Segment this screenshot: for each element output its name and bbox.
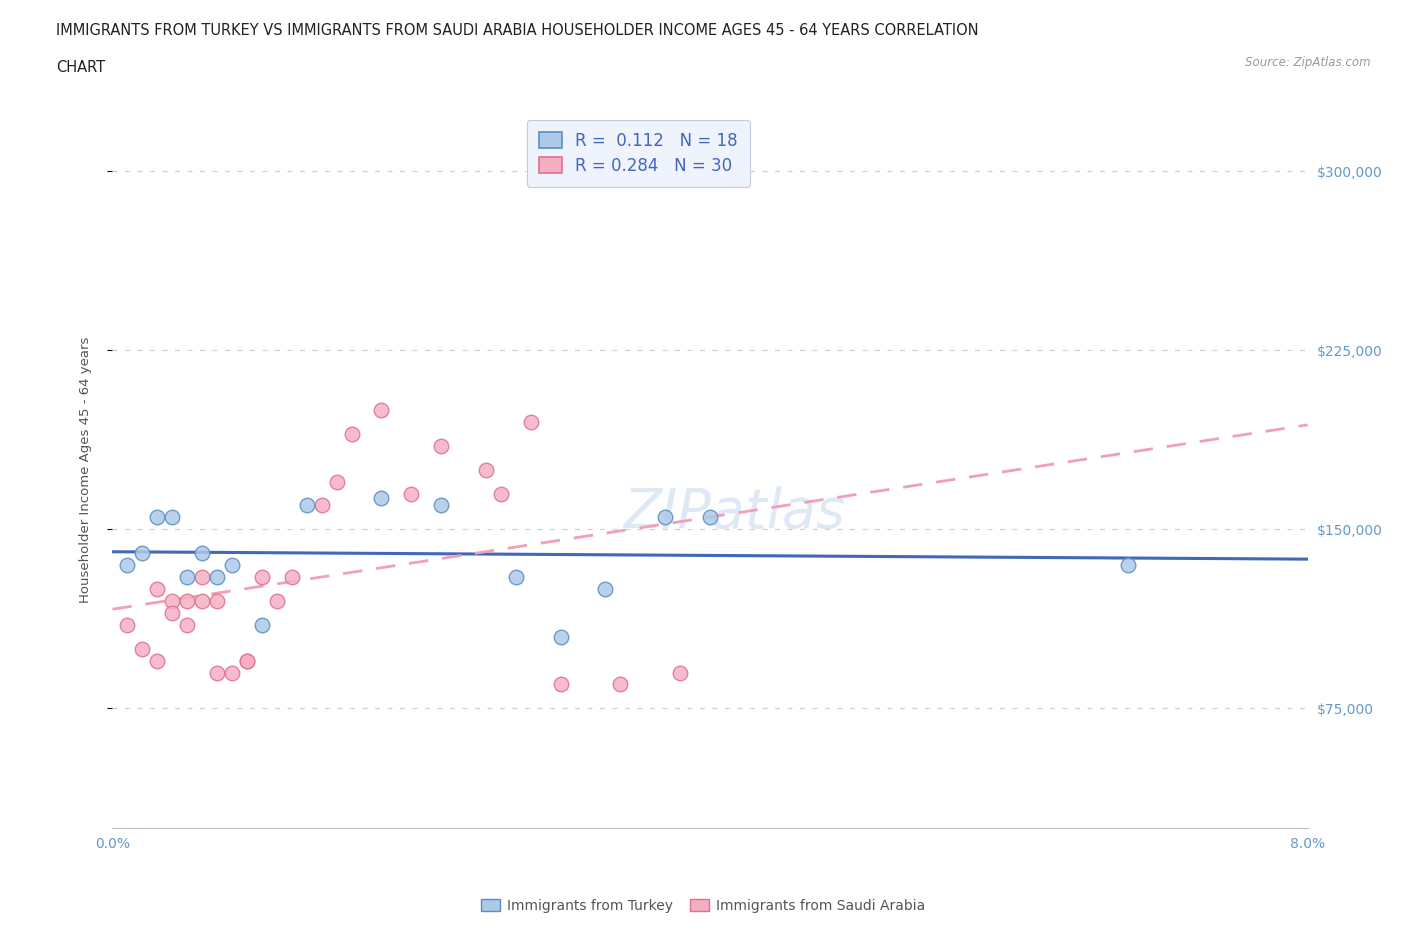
Point: [520, 415, 543, 430]
Text: Source: ZipAtlas.com: Source: ZipAtlas.com: [1246, 56, 1371, 69]
Y-axis label: Householder Income Ages 45 - 64 years: Householder Income Ages 45 - 64 years: [79, 337, 91, 603]
Point: [654, 510, 676, 525]
Point: [370, 403, 392, 418]
Point: [176, 593, 198, 608]
Legend: R =  0.112   N = 18, R = 0.284   N = 30: R = 0.112 N = 18, R = 0.284 N = 30: [527, 120, 749, 187]
Point: [162, 510, 183, 525]
Point: [221, 665, 243, 680]
Point: [236, 653, 259, 668]
Point: [221, 558, 243, 573]
Point: [295, 498, 318, 513]
Text: CHART: CHART: [56, 60, 105, 75]
Point: [550, 630, 572, 644]
Point: [205, 569, 228, 585]
Point: [266, 593, 288, 608]
Point: [250, 569, 273, 585]
Text: ZIPatlas: ZIPatlas: [623, 486, 845, 539]
Point: [505, 569, 527, 585]
Point: [236, 653, 259, 668]
Point: [669, 665, 692, 680]
Point: [205, 593, 228, 608]
Point: [146, 510, 169, 525]
Point: [370, 491, 392, 506]
Point: [595, 581, 617, 596]
Point: [340, 426, 363, 442]
Point: [205, 665, 228, 680]
Point: [191, 569, 214, 585]
Point: [281, 569, 304, 585]
Point: [117, 558, 139, 573]
Point: [117, 618, 139, 632]
Point: [489, 486, 512, 501]
Point: [430, 498, 453, 513]
Point: [191, 546, 214, 561]
Point: [609, 677, 631, 692]
Legend: Immigrants from Turkey, Immigrants from Saudi Arabia: Immigrants from Turkey, Immigrants from …: [475, 894, 931, 919]
Point: [146, 653, 169, 668]
Point: [146, 581, 169, 596]
Point: [131, 546, 153, 561]
Point: [191, 593, 214, 608]
Point: [131, 642, 153, 657]
Point: [430, 438, 453, 453]
Point: [250, 618, 273, 632]
Point: [699, 510, 721, 525]
Point: [325, 474, 347, 489]
Point: [311, 498, 333, 513]
Point: [162, 605, 183, 620]
Point: [162, 593, 183, 608]
Point: [550, 677, 572, 692]
Point: [176, 618, 198, 632]
Point: [176, 569, 198, 585]
Text: IMMIGRANTS FROM TURKEY VS IMMIGRANTS FROM SAUDI ARABIA HOUSEHOLDER INCOME AGES 4: IMMIGRANTS FROM TURKEY VS IMMIGRANTS FRO…: [56, 23, 979, 38]
Point: [1116, 558, 1139, 573]
Point: [475, 462, 498, 477]
Point: [401, 486, 423, 501]
